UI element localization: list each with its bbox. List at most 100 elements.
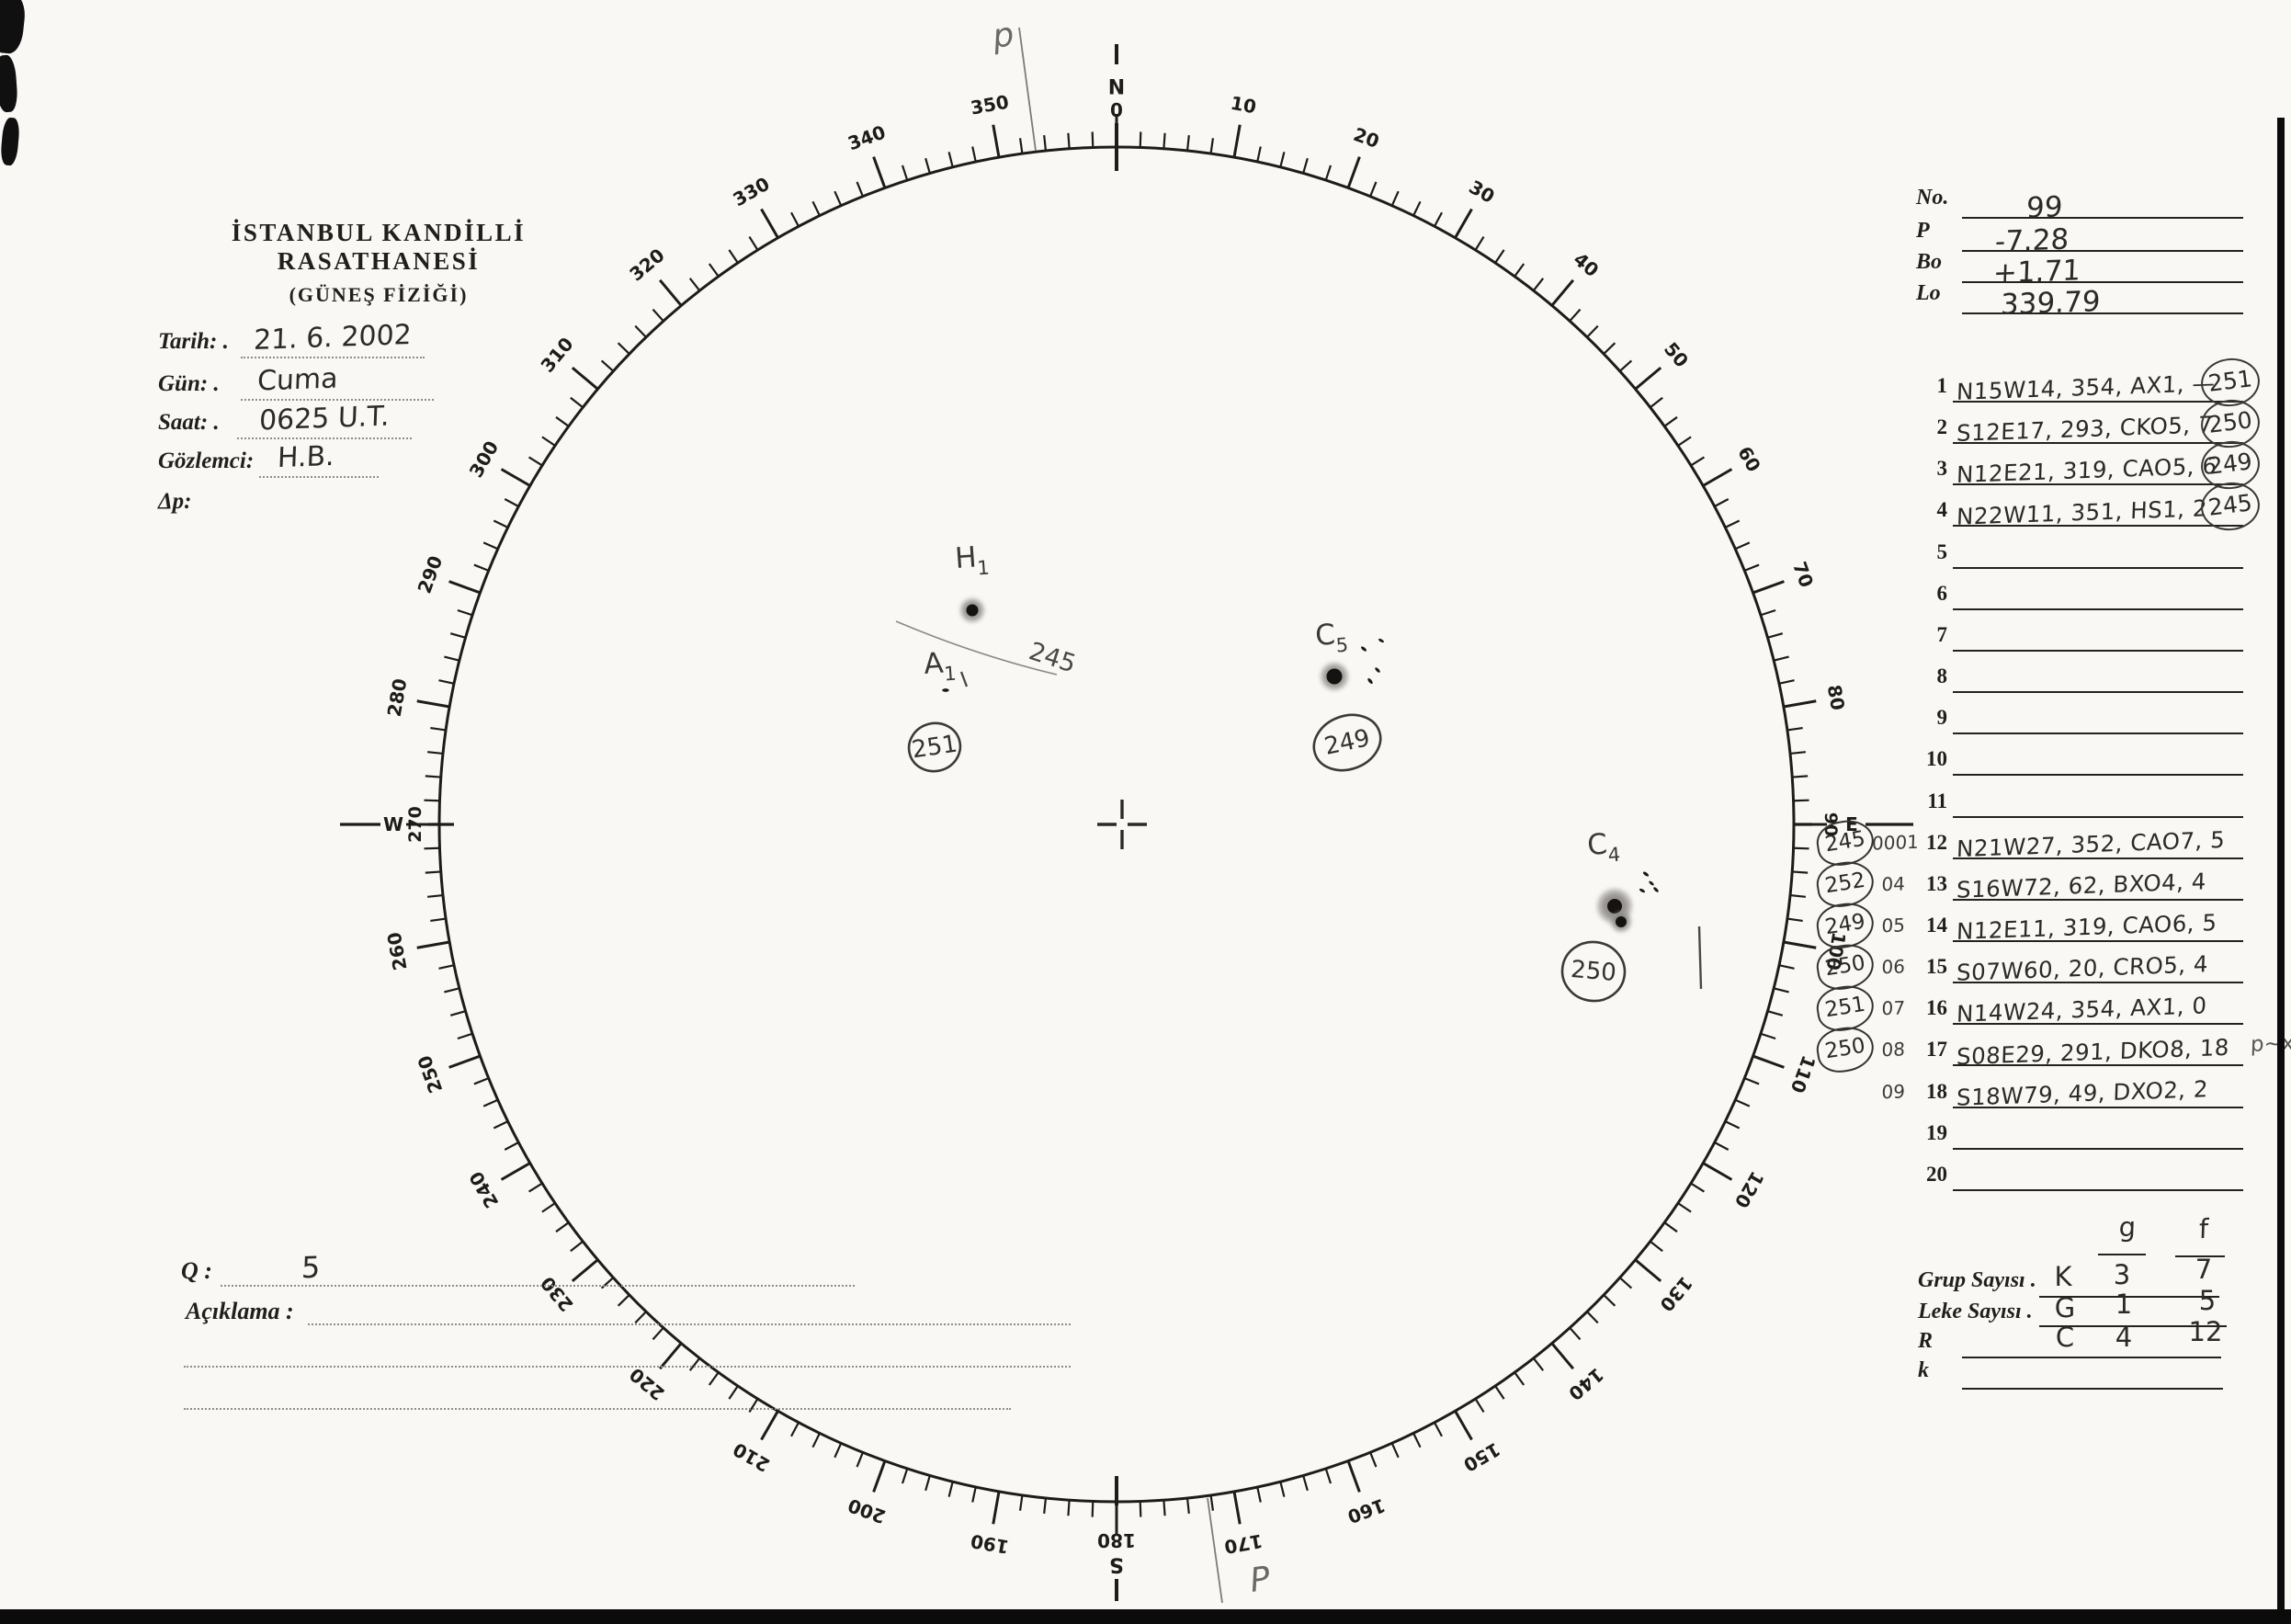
- west-label: W: [383, 813, 403, 835]
- eph-field-label: Lo: [1916, 281, 1941, 305]
- degree-label: 70: [1788, 559, 1818, 590]
- minor-tick: [1677, 436, 1692, 447]
- observatory-header: İSTANBUL KANDİLLİ RASATHANESİ (GÜNEŞ FİZ…: [158, 219, 599, 307]
- minor-tick: [1663, 1221, 1678, 1233]
- degree-label: 280: [383, 676, 412, 718]
- minor-tick: [482, 1098, 499, 1107]
- minor-tick: [1786, 917, 1803, 923]
- row-line: [1953, 982, 2243, 984]
- east-label: E: [1845, 813, 1858, 835]
- eph-field-row: Lo 339.79: [1916, 281, 2249, 322]
- row-line: [1953, 401, 2243, 403]
- minor-tick: [924, 1475, 931, 1492]
- degree-label: 240: [465, 1167, 504, 1211]
- minor-tick: [1743, 563, 1760, 572]
- minor-tick: [1434, 1422, 1443, 1437]
- umbra: [1326, 668, 1343, 685]
- eph-field-line: [1962, 312, 2243, 314]
- group-designation: C5: [1314, 618, 1349, 658]
- major-tick: [1634, 1258, 1662, 1283]
- minor-tick: [1324, 165, 1333, 181]
- major-tick: [416, 940, 450, 949]
- k-row-line: [1962, 1388, 2223, 1390]
- row-line: [1953, 442, 2243, 445]
- minor-tick: [811, 1432, 821, 1448]
- minor-tick: [444, 655, 460, 662]
- minor-tick: [1390, 1442, 1400, 1459]
- minor-tick: [1734, 541, 1751, 551]
- minor-tick: [1185, 1497, 1190, 1514]
- group-list-row: 09 18 S18W79, 49, DXO2, 2: [1815, 1067, 2291, 1110]
- degree-label: 120: [1730, 1167, 1769, 1211]
- row-number: 1: [1936, 374, 1948, 397]
- minor-tick: [570, 1240, 584, 1253]
- degree-label: 130: [1655, 1272, 1696, 1315]
- minor-tick: [1369, 1451, 1378, 1468]
- degree-label: 140: [1564, 1363, 1607, 1404]
- minor-tick: [1773, 987, 1789, 994]
- eph-field-row: No. 99: [1916, 186, 2249, 225]
- minor-tick: [1714, 498, 1730, 507]
- major-tick: [1634, 366, 1662, 391]
- pen-stroke: [959, 671, 969, 687]
- minor-tick: [790, 1422, 800, 1437]
- minor-tick: [1778, 679, 1795, 685]
- minor-tick: [449, 632, 466, 639]
- minor-tick: [1724, 1120, 1741, 1130]
- remarks-dotted-line-2: [184, 1366, 1071, 1368]
- degree-label: 210: [729, 1438, 773, 1477]
- row-line: [1953, 857, 2243, 859]
- umbra: [966, 604, 979, 617]
- margin-note: 09: [1881, 1079, 1906, 1103]
- row-number: 3: [1936, 457, 1948, 481]
- major-tick: [1752, 580, 1785, 595]
- k-label: k: [1918, 1358, 1929, 1382]
- remarks-dotted-line-1: [308, 1323, 1071, 1325]
- sunspot-group-H1: H1 251: [907, 540, 991, 773]
- margin-note: 0001: [1871, 830, 1920, 855]
- minor-tick: [1256, 146, 1262, 163]
- minor-tick: [688, 1357, 701, 1371]
- major-tick: [500, 1162, 531, 1181]
- minor-tick: [527, 456, 543, 467]
- minor-tick: [1494, 249, 1505, 264]
- minor-tick: [688, 278, 701, 291]
- minor-tick: [924, 157, 931, 174]
- group-list-row: 5: [1815, 528, 2291, 569]
- degree-label: 190: [969, 1529, 1010, 1558]
- minor-tick: [856, 181, 864, 198]
- row-line: [1953, 525, 2243, 528]
- major-tick: [448, 580, 481, 595]
- department-name: (GÜNEŞ FİZİĞİ): [289, 283, 469, 306]
- pore-dot: [1378, 638, 1384, 643]
- margin-note: 05: [1881, 914, 1906, 937]
- minor-tick: [901, 1468, 909, 1484]
- row-line: [1953, 898, 2243, 901]
- group-list-row: 10: [1815, 734, 2291, 777]
- minor-tick: [570, 396, 584, 409]
- grup-row-line: [2039, 1296, 2219, 1298]
- minor-tick: [425, 870, 441, 874]
- minor-tick: [427, 751, 444, 755]
- minor-tick: [504, 498, 519, 507]
- minor-tick: [748, 1398, 759, 1414]
- group-designation: C4: [1586, 827, 1621, 868]
- sunspot-group-C4: C4 250: [1560, 827, 1703, 1003]
- row-number: 16: [1926, 996, 1947, 1020]
- col-f-underline: [2175, 1255, 2225, 1257]
- major-tick: [1232, 124, 1242, 158]
- minor-tick: [708, 1371, 720, 1386]
- minor-tick: [1043, 135, 1048, 152]
- degree-label: 260: [383, 930, 412, 971]
- minor-tick: [1586, 324, 1599, 338]
- major-tick: [872, 156, 887, 188]
- minor-tick: [1792, 775, 1809, 778]
- minor-tick: [748, 235, 759, 251]
- minor-tick: [1603, 1294, 1616, 1307]
- group-list: 1 N15W14, 354, AX1, —251 2 S12E17, 293, CKO…: [1813, 355, 2291, 1202]
- minor-tick: [728, 1385, 739, 1400]
- row-line: [1953, 1106, 2243, 1108]
- minor-tick: [1569, 308, 1582, 323]
- row-number: 18: [1926, 1079, 1947, 1103]
- minor-tick: [1773, 655, 1789, 662]
